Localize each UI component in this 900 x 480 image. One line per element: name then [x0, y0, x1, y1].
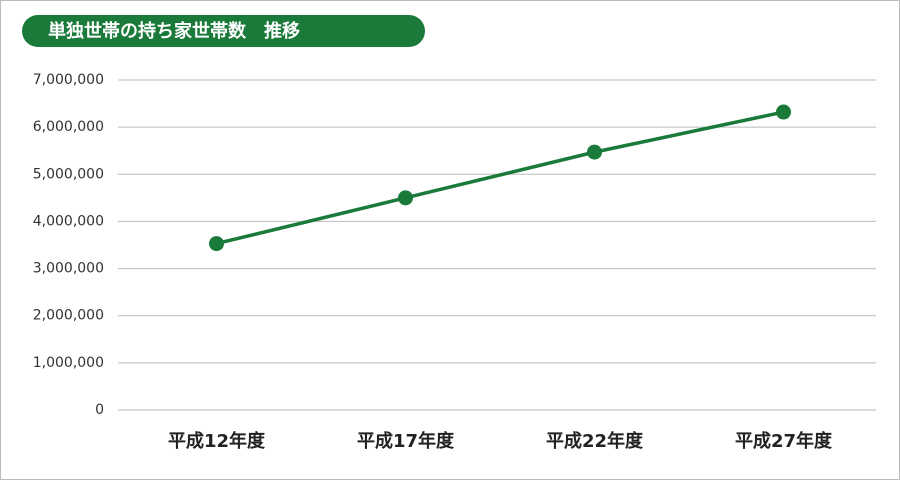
x-tick-label: 平成17年度 [357, 430, 455, 452]
y-tick-label: 1,000,000 [33, 355, 104, 371]
point [398, 190, 413, 206]
title-pill [22, 15, 425, 47]
y-tick-label: 4,000,000 [33, 213, 104, 229]
x-tick-label: 平成22年度 [546, 430, 644, 452]
chart-title: 単独世帯の持ち家世帯数 推移 [48, 20, 300, 42]
x-tick-label: 平成27年度 [735, 430, 833, 452]
y-tick-label: 3,000,000 [33, 261, 104, 277]
point [209, 236, 224, 252]
x-tick-label: 平成12年度 [168, 430, 266, 452]
y-tick-label: 0 [95, 402, 104, 418]
y-tick-label: 5,000,000 [33, 166, 104, 182]
point [776, 104, 791, 120]
y-tick-label: 7,000,000 [33, 72, 104, 88]
y-tick-label: 6,000,000 [33, 119, 104, 135]
line [216, 110, 784, 246]
point [587, 144, 602, 160]
y-tick-label: 2,000,000 [33, 308, 104, 324]
